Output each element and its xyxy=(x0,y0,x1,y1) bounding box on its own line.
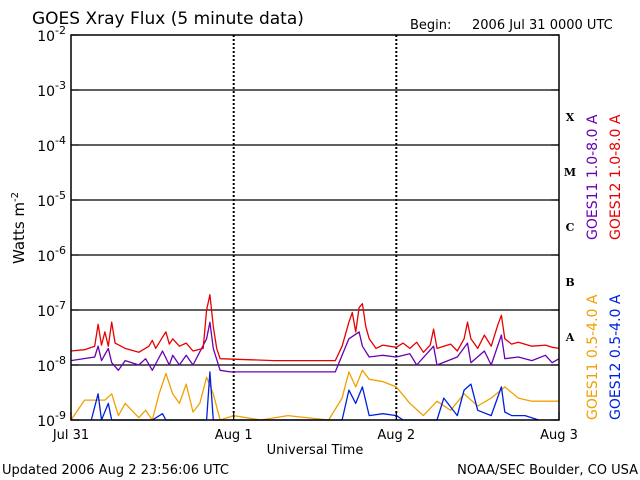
grid-lines xyxy=(71,89,559,366)
y-tick-exp-5: -7 xyxy=(55,299,66,312)
begin-value: 2006 Jul 31 0000 UTC xyxy=(472,18,613,33)
y-tick-base-0: 10 xyxy=(37,29,55,45)
x-tick-label-0: Jul 31 xyxy=(52,428,89,443)
y-axis: 10-210-310-410-510-610-710-810-9 xyxy=(37,24,559,430)
y-tick-label-7: 10-9 xyxy=(37,409,66,430)
y-axis-label: Watts m-2 xyxy=(10,192,28,264)
y-tick-exp-2: -4 xyxy=(55,134,66,147)
legend-entry-0: GOES12 1.0-8.0 A xyxy=(608,114,624,240)
legend-entry-3: GOES12 0.5-4.0 A xyxy=(608,294,624,420)
plot-frame xyxy=(70,34,560,421)
y-tick-label-2: 10-4 xyxy=(37,134,66,155)
flare-class-m: M xyxy=(564,166,576,179)
flare-class-c: C xyxy=(566,221,575,234)
x-axis: Jul 31 Aug 1 Aug 2 Aug 3 xyxy=(52,412,578,443)
y-tick-exp-4: -6 xyxy=(55,244,66,257)
y-tick-label-3: 10-5 xyxy=(37,189,66,210)
day-separators xyxy=(232,35,398,420)
y-tick-exp-7: -9 xyxy=(55,409,66,422)
y-tick-label-4: 10-6 xyxy=(37,244,66,265)
y-tick-base-6: 10 xyxy=(37,359,55,375)
updated-timestamp: Updated 2006 Aug 2 23:56:06 UTC xyxy=(2,463,229,478)
series-line-1 xyxy=(70,321,560,373)
flare-class-x: X xyxy=(566,111,575,124)
y-tick-exp-1: -3 xyxy=(55,79,66,92)
x-tick-label-1: Aug 1 xyxy=(215,428,253,443)
x-axis-label: Universal Time xyxy=(267,443,364,458)
chart-title: GOES Xray Flux (5 minute data) xyxy=(32,9,304,29)
y-tick-label-1: 10-3 xyxy=(37,79,66,100)
y-tick-exp-3: -5 xyxy=(55,189,66,202)
begin-label: Begin: xyxy=(410,18,451,33)
y-tick-exp-6: -8 xyxy=(55,354,66,367)
legend-entry-1: GOES11 1.0-8.0 A xyxy=(585,114,601,240)
y-axis-label-base: Watts m xyxy=(10,202,28,264)
y-tick-base-5: 10 xyxy=(37,304,55,320)
y-tick-base-3: 10 xyxy=(37,194,55,210)
legend-entry-2: GOES11 0.5-4.0 A xyxy=(585,294,601,420)
x-tick-label-3: Aug 3 xyxy=(540,428,578,443)
series-lines xyxy=(70,294,560,421)
flare-class-a: A xyxy=(565,331,575,344)
y-tick-base-4: 10 xyxy=(37,249,55,265)
y-tick-base-1: 10 xyxy=(37,84,55,100)
flare-class-labels: X M C B A xyxy=(564,111,576,344)
y-tick-label-0: 10-2 xyxy=(37,24,66,45)
y-axis-label-exp: -2 xyxy=(10,192,21,202)
flare-class-b: B xyxy=(565,276,574,289)
y-tick-label-6: 10-8 xyxy=(37,354,66,375)
legend: GOES11 1.0-8.0 A GOES12 1.0-8.0 A GOES11 0… xyxy=(585,114,624,420)
series-line-2 xyxy=(70,369,559,421)
y-tick-base-2: 10 xyxy=(37,139,55,155)
y-tick-label-5: 10-7 xyxy=(37,299,66,320)
series-line-0 xyxy=(70,294,560,362)
credit-line: NOAA/SEC Boulder, CO USA xyxy=(457,463,638,478)
y-tick-base-7: 10 xyxy=(37,414,55,430)
y-tick-exp-0: -2 xyxy=(55,24,66,37)
x-tick-label-2: Aug 2 xyxy=(377,428,415,443)
